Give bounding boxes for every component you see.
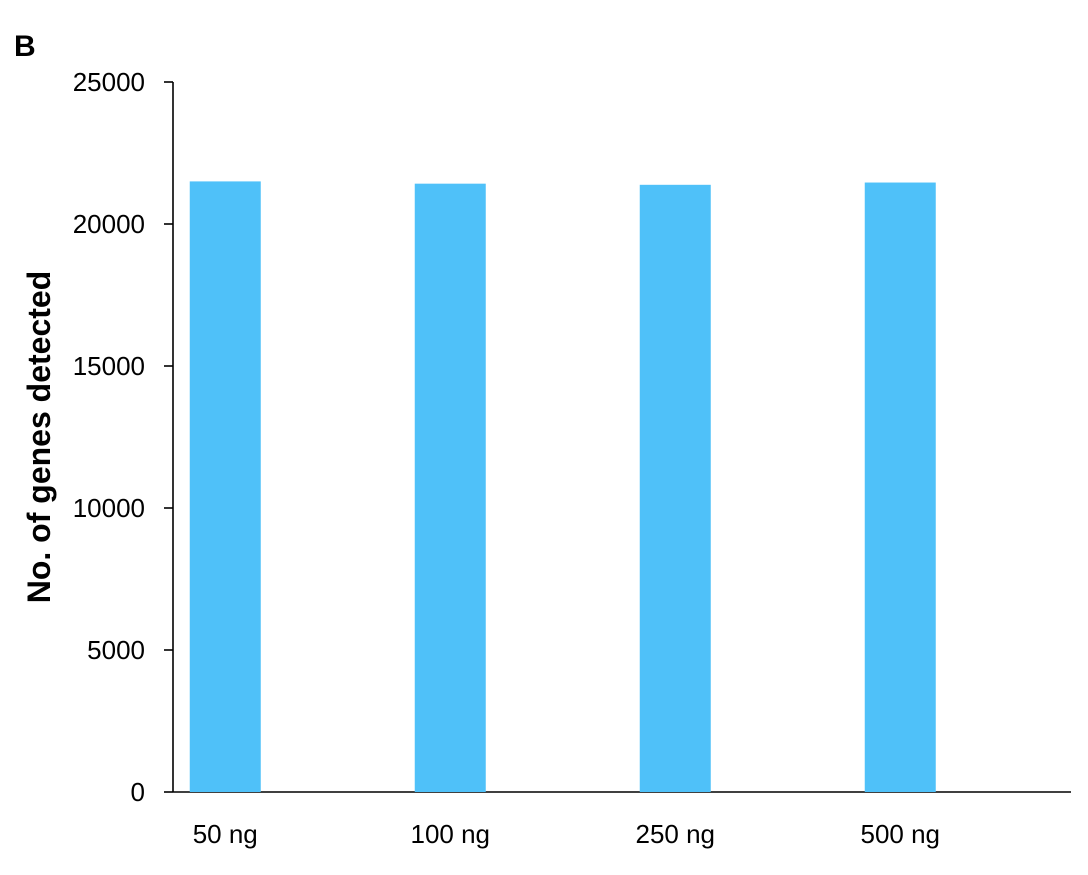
panel-label: B [14, 30, 36, 63]
y-axis-label: No. of genes detected [21, 271, 57, 604]
x-tick-label: 100 ng [410, 819, 490, 849]
bar-250-ng [639, 184, 711, 793]
y-ticks: 0 5000 10000 15000 20000 25000 [73, 67, 173, 807]
x-tick-label: 250 ng [635, 819, 715, 849]
y-tick-label: 15000 [73, 351, 145, 381]
x-tick-labels: 50 ng 100 ng 250 ng 500 ng [193, 819, 940, 849]
bar-50-ng [189, 181, 261, 792]
x-tick-label: 500 ng [860, 819, 940, 849]
bar-100-ng [414, 183, 486, 792]
y-tick-label: 20000 [73, 209, 145, 239]
y-tick-label: 25000 [73, 67, 145, 97]
y-tick-label: 0 [131, 777, 145, 807]
bars [189, 181, 936, 793]
y-tick-label: 5000 [87, 635, 145, 665]
bar-500-ng [864, 182, 936, 792]
x-tick-label: 50 ng [193, 819, 258, 849]
y-tick-label: 10000 [73, 493, 145, 523]
